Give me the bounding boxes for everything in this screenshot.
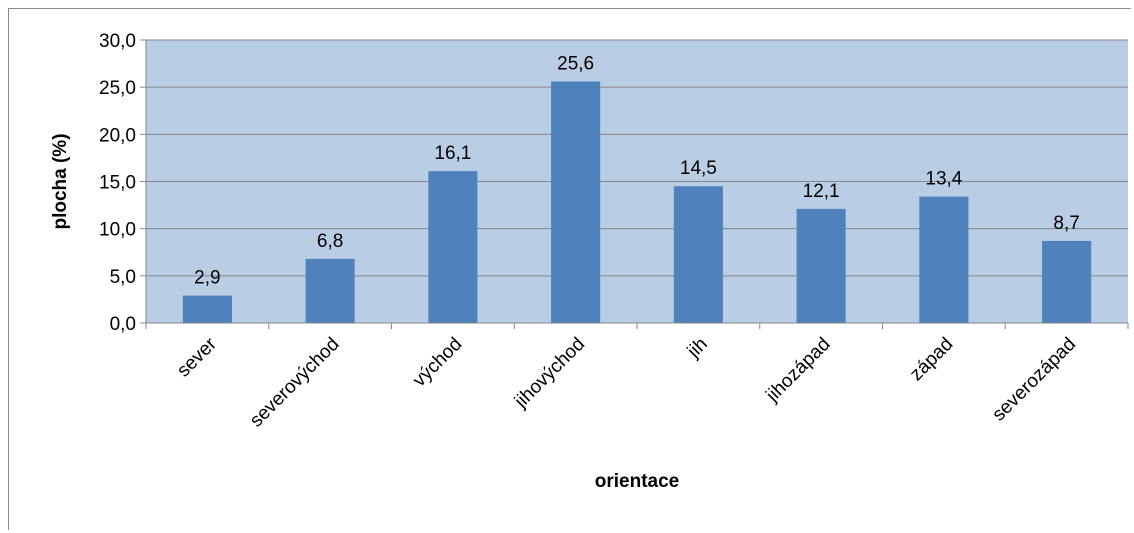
data-label: 16,1 xyxy=(434,143,471,164)
data-label: 13,4 xyxy=(925,169,962,190)
x-tick-label: jihovýchod xyxy=(510,334,589,413)
bars xyxy=(182,81,1092,323)
data-label: 14,5 xyxy=(680,158,717,179)
data-label: 12,1 xyxy=(803,181,840,202)
bar-severozápad xyxy=(1042,240,1092,323)
x-tick-label: severozápad xyxy=(988,334,1080,426)
data-label: 8,7 xyxy=(1053,213,1079,234)
x-tick-label: jihozápad xyxy=(762,334,835,407)
x-tick-label: východ xyxy=(409,334,466,391)
data-label: 25,6 xyxy=(557,54,594,75)
y-axis-title: plocha (%) xyxy=(50,133,71,229)
x-axis-ticks: sever severovýchod východ jihovýchod jih jiho… xyxy=(145,322,1129,432)
x-axis-title: orientace xyxy=(595,471,679,492)
y-tick-label: 10,0 xyxy=(99,220,136,241)
bar-jih xyxy=(673,186,723,323)
data-label: 2,9 xyxy=(194,268,220,289)
chart-frame xyxy=(8,8,1131,530)
x-tick-label: jih xyxy=(683,334,712,363)
data-label: 6,8 xyxy=(317,231,343,252)
y-tick-label: 25,0 xyxy=(99,78,136,99)
y-tick-label: 30,0 xyxy=(99,31,136,52)
bar-sever xyxy=(182,295,232,323)
x-tick-label: sever xyxy=(173,333,221,381)
bar-severovýchod xyxy=(305,258,355,323)
data-labels: 2,9 6,8 16,1 25,6 14,5 12,1 13,4 8,7 xyxy=(194,54,1080,289)
y-axis-ticks: 0,0 5,0 10,0 15,0 20,0 25,0 30,0 xyxy=(99,31,147,335)
y-tick-label: 5,0 xyxy=(110,267,136,288)
bar-východ xyxy=(428,171,478,323)
y-tick-label: 20,0 xyxy=(99,125,136,146)
y-tick-label: 0,0 xyxy=(110,314,136,335)
bar-jihovýchod xyxy=(551,81,601,323)
y-tick-label: 15,0 xyxy=(99,173,136,194)
x-tick-label: západ xyxy=(906,334,957,385)
bar-západ xyxy=(919,196,969,323)
x-tick-label: severovýchod xyxy=(246,334,344,432)
bar-jihozápad xyxy=(796,208,846,323)
